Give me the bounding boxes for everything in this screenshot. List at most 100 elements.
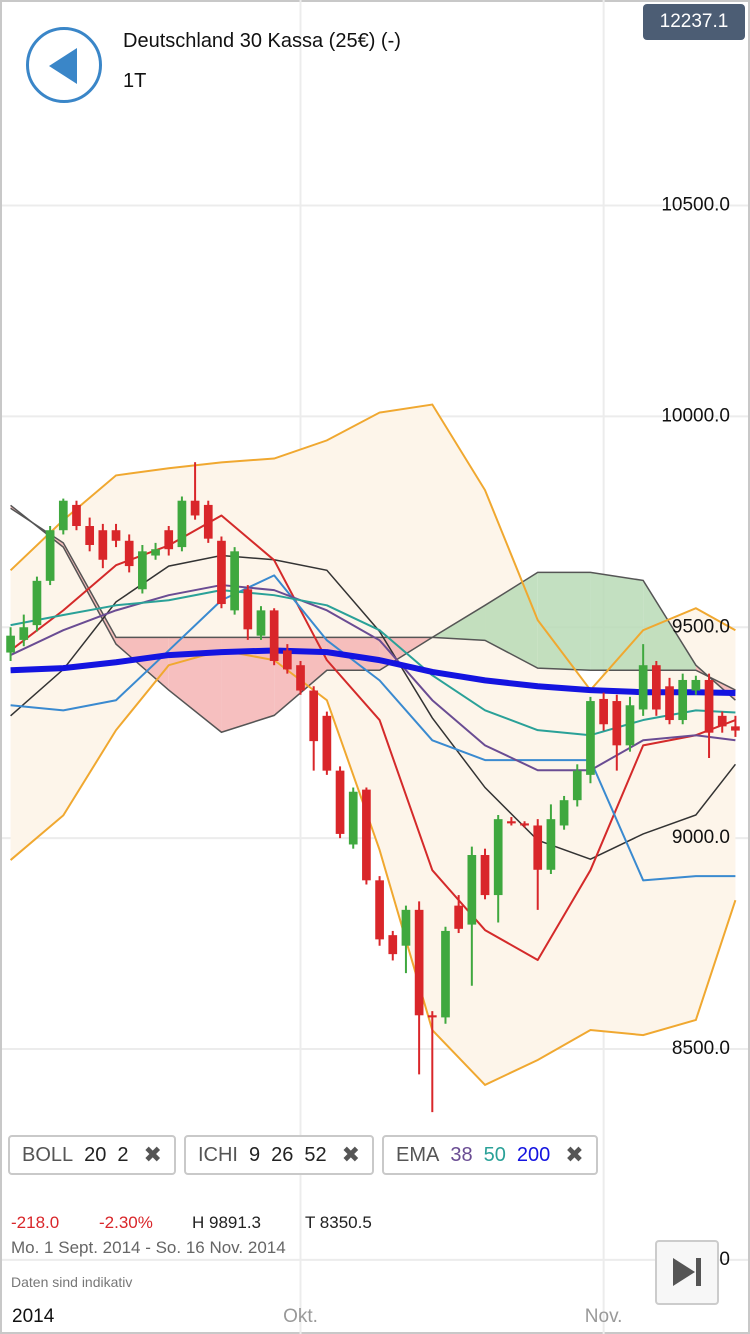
band-fill bbox=[10, 404, 736, 1085]
candle-body bbox=[507, 821, 516, 824]
candle-body bbox=[414, 909, 424, 1016]
candle-body bbox=[72, 504, 81, 527]
candle-body bbox=[454, 905, 464, 929]
change-pct: -2.30% bbox=[99, 1213, 153, 1232]
candle-body bbox=[243, 589, 253, 630]
skip-button[interactable] bbox=[655, 1240, 719, 1305]
cloud-segment bbox=[590, 572, 644, 671]
candle-body bbox=[599, 698, 608, 725]
y-tick-label: 8500.0 bbox=[672, 1038, 730, 1059]
candle-body bbox=[493, 819, 503, 896]
band-line bbox=[9, 649, 737, 1087]
candle-body bbox=[572, 770, 582, 801]
indicator-param: 26 bbox=[271, 1143, 294, 1166]
y-tick-label: 9000.0 bbox=[672, 827, 730, 848]
candle-body bbox=[256, 610, 266, 636]
candle-body bbox=[85, 526, 95, 545]
indicator-line bbox=[10, 584, 736, 772]
candle-body bbox=[625, 705, 635, 746]
candle-body bbox=[520, 823, 529, 826]
candle-body bbox=[124, 540, 134, 567]
candle-body bbox=[203, 504, 213, 539]
last-price: 12237.1 bbox=[643, 4, 745, 40]
remove-indicator[interactable]: ✖ bbox=[143, 1142, 162, 1167]
candle-body bbox=[151, 549, 160, 556]
candle-body bbox=[98, 530, 108, 560]
candle-body bbox=[388, 935, 398, 955]
instrument-title: Deutschland 30 Kassa (25€) (-) bbox=[123, 30, 401, 52]
candle-body bbox=[533, 825, 543, 870]
indicator-name: EMA bbox=[396, 1143, 440, 1166]
indicator-name: ICHI bbox=[197, 1143, 238, 1166]
high: H 9891.3 bbox=[192, 1213, 261, 1232]
candle-body bbox=[335, 770, 345, 834]
candle-body bbox=[678, 679, 688, 721]
candle-body bbox=[230, 551, 239, 611]
x-tick-label: 2014 bbox=[12, 1306, 55, 1327]
cloud-edge bbox=[10, 507, 736, 691]
indicator-param: 9 bbox=[248, 1143, 261, 1166]
indicator-chip[interactable]: ICHI 9 26 52 ✖ bbox=[183, 1135, 375, 1175]
indicator-line bbox=[10, 647, 736, 697]
candle-body bbox=[480, 855, 490, 896]
cloud-segment bbox=[537, 572, 591, 671]
indicator-chip[interactable]: BOLL 20 2 ✖ bbox=[8, 1135, 176, 1175]
candle-body bbox=[441, 930, 450, 1018]
y-tick-label: 9500.0 bbox=[672, 616, 730, 637]
back-icon bbox=[49, 48, 77, 84]
remove-indicator[interactable]: ✖ bbox=[341, 1142, 361, 1167]
candle-body bbox=[467, 855, 477, 925]
cloud-segment bbox=[116, 637, 169, 691]
back-button[interactable] bbox=[26, 27, 102, 103]
candle-body bbox=[138, 551, 147, 590]
candle-body bbox=[731, 726, 740, 731]
candle-body bbox=[717, 715, 727, 727]
candle-body bbox=[427, 1015, 437, 1018]
candle-body bbox=[559, 800, 569, 826]
x-tick-label: Okt. bbox=[283, 1306, 318, 1327]
candle-body bbox=[665, 686, 674, 721]
candle-body bbox=[348, 791, 358, 845]
candle-body bbox=[282, 650, 292, 670]
indicator-param: 20 bbox=[84, 1143, 107, 1166]
y-tick-label: 10000.0 bbox=[661, 405, 730, 426]
candle-body bbox=[546, 819, 556, 870]
x-tick-label: Nov. bbox=[585, 1306, 623, 1327]
candle-body bbox=[375, 880, 384, 940]
change: -218.0 bbox=[11, 1213, 60, 1232]
indicator-param: 200 bbox=[516, 1143, 551, 1166]
candle-body bbox=[58, 500, 68, 531]
candle-body bbox=[111, 530, 121, 541]
indicator-chip[interactable]: EMA 38 50 200 ✖ bbox=[382, 1135, 598, 1175]
indicator-bar: BOLL 20 2 ✖ ICHI 9 26 52 ✖ EMA 38 50 200 ✖ bbox=[8, 1135, 598, 1175]
skip-icon bbox=[673, 1258, 701, 1286]
candle-body bbox=[612, 701, 622, 746]
indicator-line bbox=[10, 589, 736, 737]
candle-body bbox=[190, 500, 200, 516]
indicator-name: BOLL bbox=[22, 1143, 74, 1166]
candle-body bbox=[269, 610, 279, 661]
candle-body bbox=[638, 665, 648, 710]
cloud-segment bbox=[221, 637, 275, 733]
candle-body bbox=[296, 665, 305, 691]
indicator-param: 52 bbox=[304, 1143, 327, 1166]
candle-body bbox=[309, 690, 319, 742]
candle-body bbox=[6, 635, 15, 653]
remove-indicator[interactable]: ✖ bbox=[565, 1142, 584, 1167]
date-range: Mo. 1 Sept. 2014 - So. 16 Nov. 2014 bbox=[11, 1238, 286, 1257]
candle-body bbox=[164, 530, 174, 550]
candle-body bbox=[45, 530, 55, 581]
plot-area bbox=[6, 403, 740, 1113]
candle-body bbox=[217, 540, 226, 605]
candle-body bbox=[362, 789, 371, 881]
y-tick-label: 10500.0 bbox=[661, 194, 730, 215]
indicator-param: 50 bbox=[483, 1143, 506, 1166]
indicator-line bbox=[9, 514, 736, 962]
indicator-param: 38 bbox=[450, 1143, 473, 1166]
low: T 8350.5 bbox=[305, 1213, 372, 1232]
candle-body bbox=[32, 580, 42, 626]
candle-body bbox=[586, 701, 595, 775]
